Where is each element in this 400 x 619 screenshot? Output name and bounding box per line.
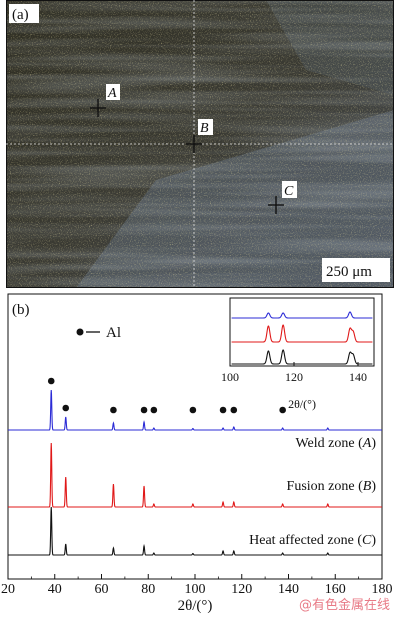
x-tick-label-8: 180 <box>372 582 393 597</box>
inset: 100 120 140 2θ/(°) <box>221 297 375 411</box>
x-tick-label-5: 120 <box>231 582 252 597</box>
al-peak-marker-8 <box>279 406 286 414</box>
inset-plot <box>231 311 373 365</box>
scale-bar-label: 250 μm <box>326 264 372 280</box>
inset-series-line-0 <box>231 311 373 319</box>
inset-series-line-1 <box>231 324 373 343</box>
x-axis: 20 40 60 80 100 120 140 160 180 <box>1 574 393 597</box>
micrograph-panel: (a) A B C 250 μm <box>6 0 394 288</box>
marker-a: A <box>90 84 120 117</box>
al-peak-marker-1 <box>62 404 70 412</box>
scale-bar-box <box>322 258 390 282</box>
x-tick-label-0: 20 <box>1 582 15 597</box>
marker-c-label: C <box>284 184 294 199</box>
inset-x-tick-label-2: 140 <box>349 370 367 384</box>
x-tick-label-2: 60 <box>95 582 109 597</box>
inset-frame <box>229 297 375 367</box>
inset-x-axis: 100 120 140 <box>221 362 367 384</box>
curve-label-haz: Heat affected zone (C) <box>249 533 376 548</box>
panel-a-label-box <box>9 4 39 23</box>
legend-marker <box>76 328 84 336</box>
x-tick-label-7: 160 <box>325 582 346 597</box>
x-tick-label-4: 100 <box>185 582 206 597</box>
x-tick-label-1: 40 <box>48 582 62 597</box>
x-tick-label-3: 80 <box>141 582 155 597</box>
main-plot <box>8 377 382 556</box>
curve-label-weld: Weld zone (A) <box>295 436 376 451</box>
marker-b: B <box>186 119 213 153</box>
legend: Al <box>76 325 121 341</box>
inset-x-tick-label-1: 120 <box>285 370 303 384</box>
al-peak-marker-6 <box>219 406 227 414</box>
xrd-panel: (b) Al Weld zone (A) Fusion zone (B) Hea… <box>1 293 393 614</box>
al-peak-marker-2 <box>110 406 117 414</box>
al-peak-marker-7 <box>230 406 238 414</box>
al-peak-marker-5 <box>189 406 197 414</box>
inset-x-axis-title: 2θ/(°) <box>288 397 316 411</box>
curve-label-fusion: Fusion zone (B) <box>287 479 377 494</box>
x-axis-title: 2θ/(°) <box>178 598 213 614</box>
al-peak-marker-4 <box>150 406 158 414</box>
panel-b-label: (b) <box>12 302 30 318</box>
al-peak-marker-3 <box>140 406 148 414</box>
legend-label: Al <box>106 325 121 341</box>
inset-x-tick-label-0: 100 <box>221 370 239 384</box>
x-tick-label-6: 140 <box>278 582 299 597</box>
panel-a-label: (a) <box>12 7 29 23</box>
series-line-1 <box>8 442 382 508</box>
marker-c: C <box>268 181 297 214</box>
al-peak-marker-0 <box>47 377 55 385</box>
watermark: @有色金属在线 <box>298 598 390 613</box>
marker-a-label: A <box>107 86 117 101</box>
marker-b-label: B <box>200 121 209 136</box>
series-line-0 <box>8 389 382 431</box>
inset-series-line-2 <box>231 349 373 365</box>
series-line-2 <box>8 506 382 556</box>
